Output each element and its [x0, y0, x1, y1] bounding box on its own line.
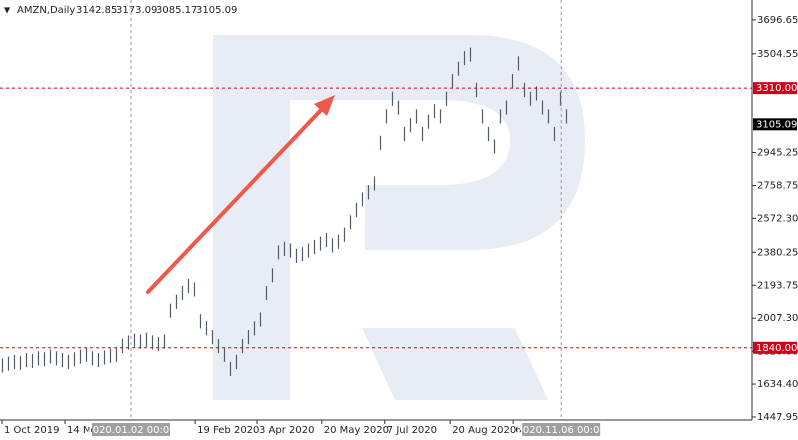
- y-tick-label: 1447.95: [757, 412, 798, 423]
- ohlc-open: 3142.85: [76, 5, 117, 16]
- y-tick-label: 2758.75: [757, 180, 798, 191]
- y-tick-label: 1634.40: [757, 379, 798, 390]
- menu-icon[interactable]: ▼: [4, 6, 11, 15]
- x-tick-label: 20 May 2020: [324, 425, 389, 436]
- price-label: 3105.09: [756, 119, 797, 130]
- level-tag: [753, 82, 797, 95]
- y-tick-label: 3696.65: [757, 15, 798, 26]
- y-tick-label: 3504.55: [757, 49, 798, 60]
- ohlc-high: 3173.09: [116, 5, 157, 16]
- crosshair-tag: [522, 423, 601, 436]
- x-tick-label: 1 Oct 2019: [4, 425, 59, 436]
- symbol: AMZN,Daily: [17, 5, 75, 16]
- level-tag: [753, 341, 797, 354]
- x-tick-label: 20 Aug 2020: [452, 425, 516, 436]
- ohlc-close: 3105.09: [196, 5, 237, 16]
- level-label: 1840.00: [756, 343, 797, 354]
- y-tick-label: 2945.25: [757, 148, 798, 159]
- crosshair-label: 2020.01.02 00:00: [86, 425, 175, 436]
- x-tick-label: 7 Jul 2020: [387, 425, 437, 436]
- arrow: [146, 95, 335, 294]
- y-tick-label: 2193.75: [757, 280, 798, 291]
- watermark: [213, 35, 585, 400]
- x-tick-label: 19 Feb 2020: [197, 425, 259, 436]
- crosshair-tag: [91, 423, 170, 436]
- level-label: 3310.00: [756, 83, 797, 94]
- y-tick-label: 2380.25: [757, 247, 798, 258]
- x-tick-label: 14 Nov: [67, 425, 103, 436]
- x-tick-label: 3 Apr 2020: [259, 425, 314, 436]
- x-tick-label: 6: [515, 425, 521, 436]
- ohlc-low: 3085.17: [156, 5, 197, 16]
- y-tick-label: 2572.30: [757, 213, 798, 224]
- crosshair-label: 2020.11.06 00:00: [517, 425, 606, 436]
- y-tick-label: 2007.30: [757, 313, 798, 324]
- price-tag: [753, 118, 797, 131]
